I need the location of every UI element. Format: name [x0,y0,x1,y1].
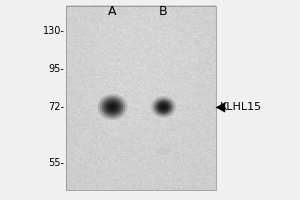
Ellipse shape [104,100,121,114]
Text: 130-: 130- [43,26,64,36]
Text: 95-: 95- [49,64,64,74]
Bar [66,6,216,190]
Ellipse shape [151,96,176,118]
Ellipse shape [162,106,165,108]
Ellipse shape [153,98,174,116]
Ellipse shape [158,103,169,111]
Ellipse shape [154,99,172,115]
Text: B: B [159,5,168,18]
Text: A: A [108,5,117,18]
Ellipse shape [98,94,128,120]
Ellipse shape [157,101,170,113]
Ellipse shape [106,102,119,112]
Polygon shape [216,103,225,112]
Ellipse shape [111,105,114,109]
Text: 72-: 72- [49,102,64,112]
Ellipse shape [100,96,125,118]
Ellipse shape [160,104,167,110]
Ellipse shape [109,104,116,110]
Ellipse shape [102,98,123,116]
Text: 55-: 55- [49,158,64,168]
Ellipse shape [156,148,171,154]
Text: KLHL15: KLHL15 [220,102,262,112]
